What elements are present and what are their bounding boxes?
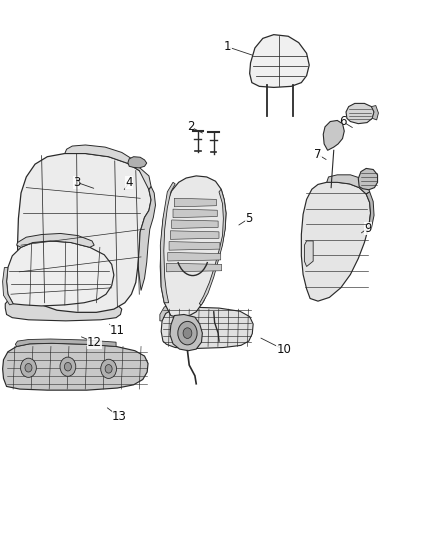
Polygon shape [7, 241, 114, 306]
Text: 2: 2 [187, 120, 194, 133]
Polygon shape [174, 198, 216, 207]
Text: 3: 3 [73, 176, 80, 189]
Circle shape [60, 357, 76, 376]
Polygon shape [17, 233, 94, 247]
Polygon shape [3, 268, 13, 305]
Text: 9: 9 [364, 222, 372, 235]
Polygon shape [160, 301, 192, 321]
Polygon shape [323, 120, 344, 150]
Polygon shape [18, 154, 151, 312]
Polygon shape [304, 241, 313, 266]
Text: 12: 12 [87, 336, 102, 349]
Circle shape [25, 364, 32, 372]
Polygon shape [160, 182, 175, 303]
Polygon shape [366, 192, 374, 228]
Circle shape [21, 358, 36, 377]
Polygon shape [199, 189, 226, 305]
Polygon shape [371, 106, 378, 120]
Polygon shape [301, 182, 371, 301]
Text: 5: 5 [245, 212, 252, 225]
Circle shape [101, 359, 117, 378]
Text: 7: 7 [314, 148, 322, 161]
Circle shape [183, 328, 192, 338]
Polygon shape [65, 145, 151, 190]
Polygon shape [172, 220, 218, 229]
Text: 6: 6 [339, 115, 346, 128]
Text: 4: 4 [125, 176, 133, 189]
Polygon shape [168, 253, 221, 261]
Polygon shape [358, 168, 378, 190]
Text: 8: 8 [368, 177, 375, 190]
Text: 1: 1 [224, 41, 232, 53]
Polygon shape [3, 343, 148, 390]
Polygon shape [170, 314, 202, 351]
Polygon shape [169, 241, 220, 250]
Text: 11: 11 [110, 324, 125, 337]
Polygon shape [138, 187, 155, 290]
Text: 13: 13 [112, 410, 127, 423]
Text: 10: 10 [276, 343, 291, 356]
Polygon shape [250, 35, 309, 87]
Circle shape [178, 321, 197, 345]
Polygon shape [166, 263, 222, 272]
Polygon shape [5, 298, 122, 321]
Polygon shape [160, 176, 226, 318]
Polygon shape [170, 231, 219, 239]
Polygon shape [128, 157, 147, 168]
Polygon shape [161, 307, 253, 349]
Polygon shape [15, 339, 116, 346]
Polygon shape [173, 209, 217, 217]
Polygon shape [327, 175, 370, 194]
Circle shape [64, 362, 71, 371]
Circle shape [105, 365, 112, 373]
Polygon shape [346, 103, 374, 124]
